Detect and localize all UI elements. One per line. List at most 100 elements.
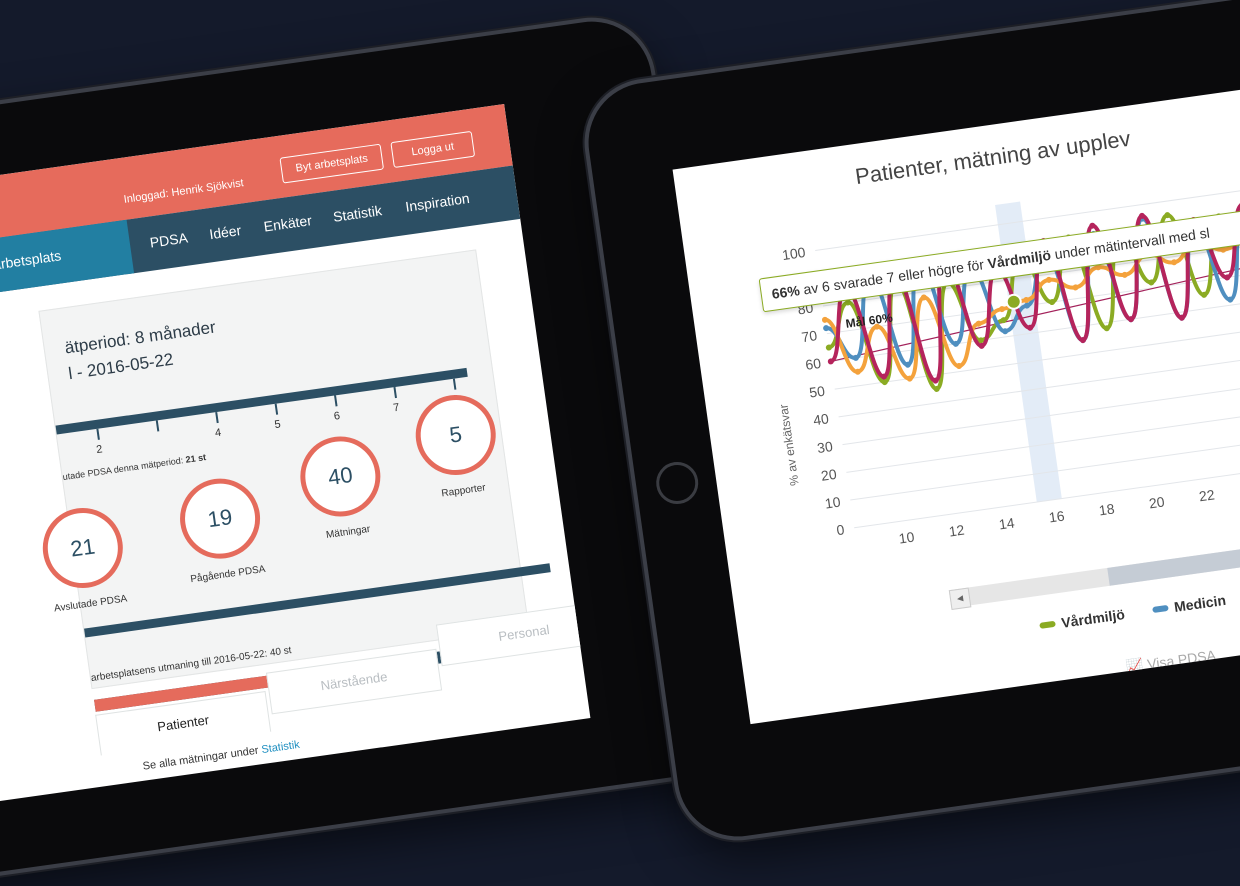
nav-item-statistics[interactable]: Statistik bbox=[332, 202, 383, 225]
series-point bbox=[1224, 274, 1231, 281]
logged-in-label: Inloggad: Henrik Sjökvist bbox=[122, 177, 245, 206]
y-tick-label: 60 bbox=[804, 355, 822, 373]
change-workplace-button[interactable]: Byt arbetsplats bbox=[279, 143, 385, 184]
series-point bbox=[881, 379, 888, 386]
period-title: ätperiod: 8 månader bbox=[63, 317, 217, 358]
tablet-right: Patienter, mätning av upplev 0 10 20 30 40 50… bbox=[580, 0, 1240, 845]
chart-legend: Vårdmiljö Medicin bbox=[1039, 585, 1240, 634]
nav-item-ideas[interactable]: Idéer bbox=[208, 221, 243, 243]
series-point bbox=[956, 363, 963, 370]
series-point bbox=[1079, 337, 1086, 344]
right-screen: Patienter, mätning av upplev 0 10 20 30 40 50… bbox=[672, 83, 1240, 725]
y-tick-label: 40 bbox=[812, 410, 830, 428]
series-point bbox=[1095, 264, 1102, 271]
gridline bbox=[854, 460, 1240, 529]
series-point bbox=[1024, 302, 1031, 309]
statistics-link[interactable]: Statistik bbox=[260, 738, 301, 757]
y-tick-label: 20 bbox=[820, 466, 838, 484]
series-point bbox=[1138, 212, 1145, 219]
line-chart: 01020304050607080901001012141618202224 bbox=[781, 183, 1240, 547]
timeline-tick-label: 5 bbox=[273, 418, 282, 432]
show-pdsa-toggle[interactable]: 📈 Visa PDSA bbox=[1125, 646, 1217, 676]
series-point bbox=[825, 344, 832, 351]
series-point bbox=[873, 323, 880, 330]
stat-circle-completed[interactable]: 21 Avslutade PDSA bbox=[37, 502, 128, 615]
series-point bbox=[1227, 296, 1234, 303]
timeline-tick-label: 6 bbox=[333, 409, 341, 423]
stat-circle-ongoing[interactable]: 19 Pågående PDSA bbox=[174, 473, 266, 585]
series-point bbox=[1023, 297, 1030, 304]
timeline-tick-label: 7 bbox=[392, 401, 401, 415]
gridline bbox=[830, 294, 1240, 362]
y-tick-label: 0 bbox=[835, 521, 845, 538]
series-point bbox=[854, 368, 861, 375]
x-tick-label: 22 bbox=[1198, 486, 1216, 504]
series-point bbox=[952, 340, 959, 347]
timeline-tick-label: 2 bbox=[95, 443, 104, 457]
stat-circle-measurements[interactable]: 40 Mätningar bbox=[295, 431, 386, 541]
gridline bbox=[842, 377, 1240, 446]
x-tick-label: 14 bbox=[998, 514, 1016, 532]
series-point bbox=[1121, 271, 1128, 278]
gridline bbox=[815, 183, 1240, 252]
series-point bbox=[1164, 212, 1171, 219]
series-point bbox=[852, 354, 859, 361]
y-tick-label: 10 bbox=[824, 493, 842, 511]
stat-circle-reports[interactable]: 5 Rapporter bbox=[410, 389, 501, 499]
y-tick-label: 50 bbox=[808, 383, 826, 401]
series-point bbox=[1002, 328, 1009, 335]
series-point bbox=[1000, 317, 1007, 324]
series-point bbox=[821, 316, 828, 323]
legend-item-vardmiljo[interactable]: Vårdmiljö bbox=[1039, 606, 1126, 634]
legend-item-medicin[interactable]: Medicin bbox=[1151, 592, 1227, 618]
series-point bbox=[1128, 316, 1135, 323]
x-tick-label: 12 bbox=[948, 522, 966, 540]
hover-point bbox=[1005, 293, 1022, 310]
series-point bbox=[1072, 284, 1079, 291]
legend-marker bbox=[1151, 604, 1169, 614]
x-tick-label: 18 bbox=[1098, 500, 1116, 518]
nav-item-surveys[interactable]: Enkäter bbox=[262, 212, 313, 235]
series-point bbox=[932, 377, 939, 384]
series-point bbox=[1178, 314, 1185, 321]
y-tick-label: 100 bbox=[781, 244, 807, 263]
gridline bbox=[850, 432, 1240, 501]
gridline bbox=[834, 321, 1240, 390]
series-point bbox=[1089, 222, 1096, 229]
series-point bbox=[1220, 246, 1227, 253]
trend-icon: 📈 bbox=[1125, 656, 1145, 676]
series-point bbox=[977, 337, 984, 344]
series-point bbox=[1027, 324, 1034, 331]
series-point bbox=[920, 294, 927, 301]
series-point bbox=[1049, 299, 1056, 306]
nav-item-inspiration[interactable]: Inspiration bbox=[404, 189, 471, 215]
gridline bbox=[838, 349, 1240, 418]
series-point bbox=[978, 342, 985, 349]
series-point bbox=[827, 358, 834, 365]
series-point bbox=[904, 361, 911, 368]
series-point bbox=[999, 306, 1006, 313]
series-point bbox=[906, 375, 913, 382]
completed-pdsa-info: utade PDSA denna mätperiod: 21 st bbox=[62, 452, 207, 483]
series-point bbox=[880, 373, 887, 380]
period-timeline: 2 4 5 6 7 8 bbox=[55, 367, 468, 456]
timeline-tick-label: 4 bbox=[214, 426, 223, 440]
series-point bbox=[1171, 259, 1178, 266]
home-button[interactable] bbox=[653, 459, 701, 507]
x-tick-label: 20 bbox=[1148, 493, 1166, 511]
series-point bbox=[933, 385, 940, 392]
series-point bbox=[1045, 276, 1052, 283]
nav-item-pdsa[interactable]: PDSA bbox=[148, 229, 189, 251]
series-point bbox=[975, 320, 982, 327]
y-tick-label: 70 bbox=[800, 327, 818, 345]
series-point bbox=[845, 299, 852, 306]
series-point bbox=[1148, 279, 1155, 286]
logout-button[interactable]: Logga ut bbox=[390, 130, 476, 169]
series-point bbox=[1103, 325, 1110, 332]
gridline bbox=[846, 405, 1240, 473]
x-tick-label: 10 bbox=[898, 529, 916, 547]
left-screen: Inloggad: Henrik Sjökvist Byt arbetsplat… bbox=[0, 104, 591, 802]
x-tick-label: 16 bbox=[1048, 507, 1066, 525]
series-point bbox=[1201, 291, 1208, 298]
scroll-left-button[interactable]: ◀ bbox=[948, 587, 972, 611]
